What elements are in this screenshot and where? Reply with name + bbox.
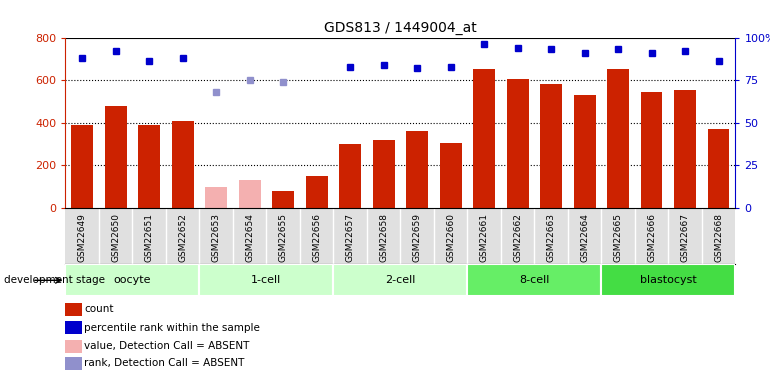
Text: GSM22667: GSM22667: [681, 213, 690, 262]
Text: GSM22659: GSM22659: [413, 213, 422, 262]
Bar: [172, 121, 193, 208]
Text: GSM22656: GSM22656: [312, 213, 321, 262]
Text: value, Detection Call = ABSENT: value, Detection Call = ABSENT: [84, 341, 249, 351]
Bar: [306, 176, 327, 208]
Bar: [641, 92, 662, 208]
Text: count: count: [84, 304, 114, 314]
Bar: [507, 79, 528, 208]
Bar: [206, 187, 227, 208]
Text: GSM22663: GSM22663: [547, 213, 556, 262]
Bar: [105, 106, 126, 208]
Bar: [608, 69, 629, 208]
Text: GSM22668: GSM22668: [714, 213, 723, 262]
Text: GSM22651: GSM22651: [145, 213, 154, 262]
Bar: [675, 90, 696, 208]
Text: 1-cell: 1-cell: [251, 275, 282, 285]
Text: GSM22661: GSM22661: [480, 213, 489, 262]
Text: 2-cell: 2-cell: [385, 275, 416, 285]
Text: GSM22665: GSM22665: [614, 213, 623, 262]
Text: GSM22660: GSM22660: [446, 213, 455, 262]
Text: GSM22664: GSM22664: [580, 213, 589, 261]
Bar: [601, 264, 735, 296]
Text: development stage: development stage: [4, 275, 105, 285]
Text: blastocyst: blastocyst: [640, 275, 697, 285]
Bar: [474, 69, 495, 208]
Bar: [574, 95, 595, 208]
Title: GDS813 / 1449004_at: GDS813 / 1449004_at: [324, 21, 477, 35]
Text: rank, Detection Call = ABSENT: rank, Detection Call = ABSENT: [84, 358, 245, 368]
Text: oocyte: oocyte: [114, 275, 151, 285]
Bar: [65, 340, 82, 353]
Text: percentile rank within the sample: percentile rank within the sample: [84, 323, 260, 333]
Bar: [199, 264, 333, 296]
Text: GSM22654: GSM22654: [245, 213, 254, 261]
Bar: [65, 303, 82, 316]
Text: GSM22655: GSM22655: [279, 213, 288, 262]
Text: GSM22658: GSM22658: [379, 213, 388, 262]
Bar: [65, 357, 82, 370]
Bar: [541, 84, 562, 208]
Bar: [65, 321, 82, 334]
Text: GSM22666: GSM22666: [647, 213, 656, 262]
Bar: [467, 264, 601, 296]
Text: GSM22653: GSM22653: [212, 213, 221, 262]
Bar: [65, 264, 199, 296]
Bar: [407, 131, 428, 208]
Bar: [72, 125, 93, 208]
Text: GSM22650: GSM22650: [111, 213, 120, 262]
Text: 8-cell: 8-cell: [519, 275, 550, 285]
Bar: [373, 140, 394, 208]
Text: GSM22662: GSM22662: [513, 213, 522, 261]
Text: GSM22652: GSM22652: [178, 213, 187, 261]
Bar: [333, 264, 467, 296]
Bar: [273, 191, 294, 208]
Text: GSM22657: GSM22657: [346, 213, 355, 262]
Bar: [440, 143, 461, 208]
Bar: [139, 125, 160, 208]
Bar: [708, 129, 729, 208]
Bar: [340, 144, 361, 208]
Text: GSM22649: GSM22649: [78, 213, 87, 261]
Bar: [239, 180, 260, 208]
